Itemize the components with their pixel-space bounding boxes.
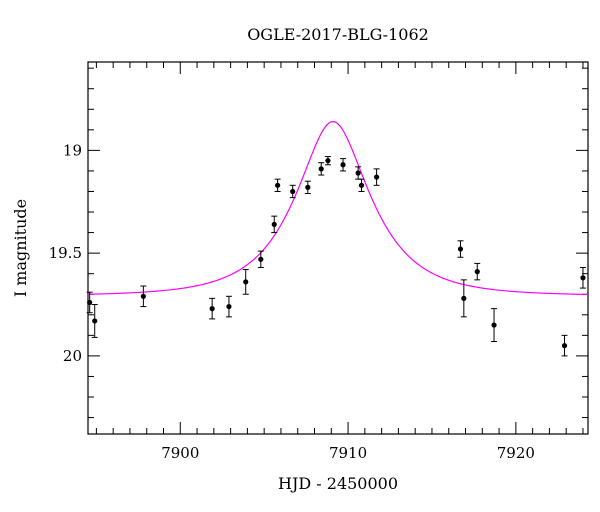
data-point xyxy=(324,156,331,166)
point-marker xyxy=(258,256,264,262)
point-marker xyxy=(243,279,249,285)
x-tick-label: 7900 xyxy=(161,444,199,462)
data-point xyxy=(474,262,481,281)
point-marker xyxy=(290,188,296,195)
data-point xyxy=(491,308,498,343)
data-point xyxy=(457,240,464,258)
data-point xyxy=(257,250,264,269)
data-point xyxy=(304,180,311,195)
y-axis-label: I magnitude xyxy=(11,199,30,297)
data-point xyxy=(373,168,380,186)
point-marker xyxy=(274,182,281,188)
x-tick-label: 7920 xyxy=(497,444,535,462)
data-point xyxy=(318,162,325,176)
data-point xyxy=(579,267,586,289)
data-point xyxy=(140,285,147,308)
point-marker xyxy=(92,318,98,324)
chart-title: OGLE-2017-BLG-1062 xyxy=(247,25,429,44)
point-marker xyxy=(340,162,346,168)
point-marker xyxy=(209,306,215,312)
point-marker xyxy=(355,170,361,176)
point-marker xyxy=(226,303,232,310)
axis-tick-labels: 7900 7910 7920 19 19.5 20 xyxy=(49,141,535,462)
point-marker xyxy=(474,269,480,275)
data-point xyxy=(271,215,278,234)
point-marker xyxy=(580,275,586,281)
point-marker xyxy=(271,221,277,227)
data-point xyxy=(561,334,568,357)
point-marker xyxy=(140,293,146,299)
data-point xyxy=(242,269,249,295)
data-point xyxy=(209,297,216,320)
data-point xyxy=(289,184,296,199)
data-point xyxy=(225,295,232,318)
y-tick-label: 19.5 xyxy=(49,244,82,262)
data-point xyxy=(358,178,365,192)
point-marker xyxy=(457,246,464,252)
y-tick-label: 19 xyxy=(63,141,82,159)
point-marker xyxy=(373,174,380,180)
data-point xyxy=(460,279,467,318)
axis-ticks xyxy=(88,62,588,434)
data-point xyxy=(340,158,347,172)
model-curve xyxy=(87,120,589,296)
data-points xyxy=(86,156,586,357)
data-point xyxy=(274,178,281,192)
x-axis-label: HJD - 2450000 xyxy=(278,474,398,493)
point-marker xyxy=(491,322,497,328)
point-marker xyxy=(305,184,311,190)
x-tick-label: 7910 xyxy=(329,444,367,462)
point-marker xyxy=(318,166,324,172)
data-point xyxy=(91,304,98,338)
point-marker xyxy=(358,182,365,188)
plot-frame xyxy=(87,61,589,435)
y-tick-label: 20 xyxy=(63,347,82,365)
point-marker xyxy=(325,158,331,164)
point-marker xyxy=(87,299,93,306)
point-marker xyxy=(561,343,568,349)
point-marker xyxy=(461,295,467,301)
data-point xyxy=(86,291,93,314)
